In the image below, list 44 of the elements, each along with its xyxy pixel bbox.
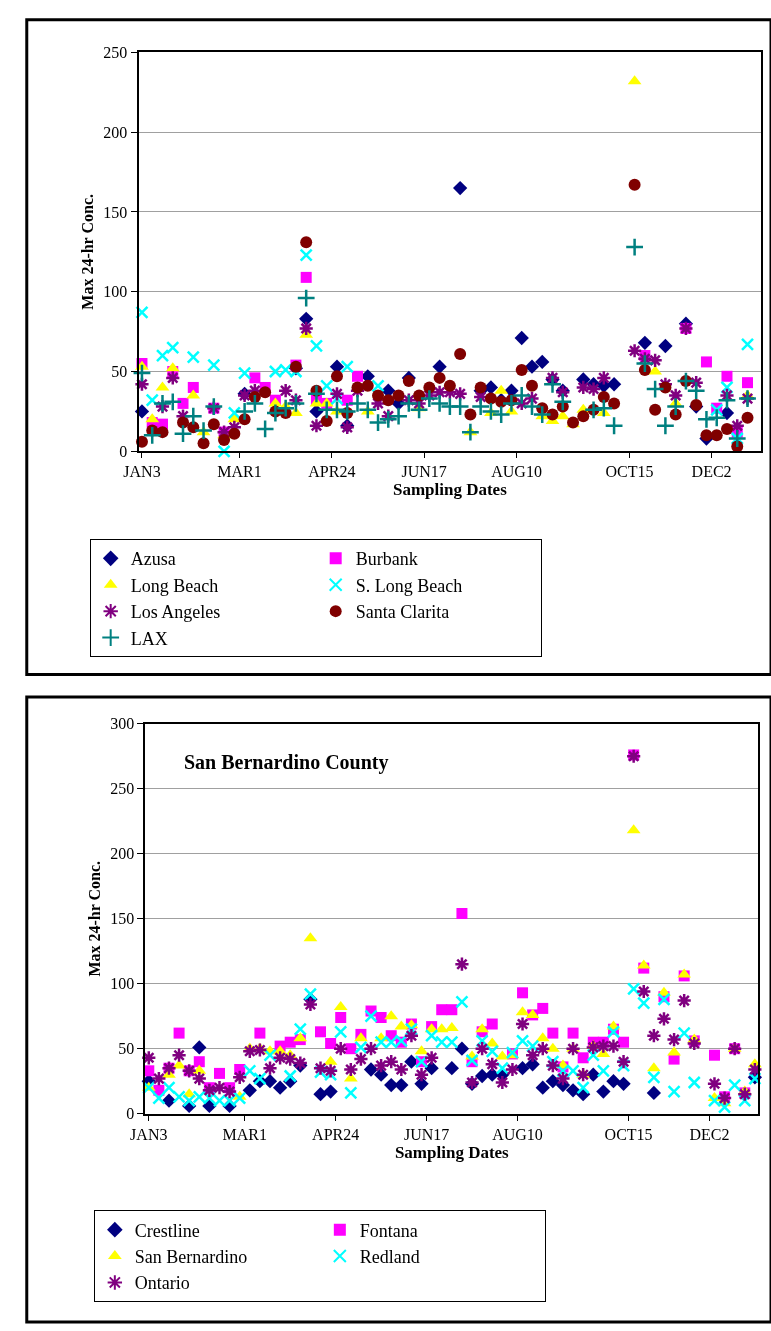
legend-label: Fontana [359,1220,418,1241]
x-tick-label: AUG10 [491,463,542,481]
y-tick-label: 50 [111,363,128,381]
x-tick-label: DEC2 [689,1125,730,1143]
y-tick-label: 250 [110,780,135,798]
x-tick-label: AUG10 [492,1125,543,1143]
y-tick-label: 50 [118,1040,135,1058]
y-tick-label: 0 [119,442,128,460]
legend-label: S. Long Beach [355,575,463,596]
y-tick-label: 200 [110,845,135,863]
legend-label: Crestline [134,1220,200,1241]
x-tick-label: MAR1 [222,1125,267,1143]
x-tick-label: APR24 [312,1125,360,1143]
legend-label: Azusa [130,549,176,570]
x-axis-title: Sampling Dates [394,1142,510,1162]
text: San Bernardino County [184,751,389,774]
x-tick-label: JUN17 [401,463,447,481]
y-tick-label: 300 [110,715,135,733]
legend-label: Ontario [134,1273,190,1294]
x-tick-label: JAN3 [130,1125,168,1143]
legend-label: San Bernardino [134,1247,248,1268]
y-tick-label: 150 [103,203,128,221]
x-tick-label: APR24 [308,463,356,481]
legend-label: Long Beach [130,575,219,596]
x-axis-title: Sampling Dates [392,480,508,500]
y-tick-label: 200 [103,123,128,141]
y-tick-label: 250 [103,44,128,62]
legend-label: Redland [359,1247,420,1268]
x-tick-label: OCT15 [604,1125,653,1143]
y-tick-label: 0 [126,1105,135,1123]
x-tick-label: JUN17 [403,1125,450,1143]
x-tick-label: OCT15 [605,463,654,481]
y-axis-title: Max 24-hr Conc. [85,860,103,977]
legend-label: Santa Clarita [355,602,450,623]
legend-label: LAX [130,628,168,649]
y-tick-label: 150 [110,910,135,928]
legend-label: Los Angeles [130,602,221,623]
x-tick-label: DEC2 [691,463,732,481]
y-tick-label: 100 [103,283,128,301]
y-axis-title: Max 24-hr Conc. [78,193,96,310]
legend-label: Burbank [355,549,418,570]
y-tick-label: 100 [110,975,135,993]
x-tick-label: MAR1 [217,463,262,481]
x-tick-label: JAN3 [123,463,161,481]
